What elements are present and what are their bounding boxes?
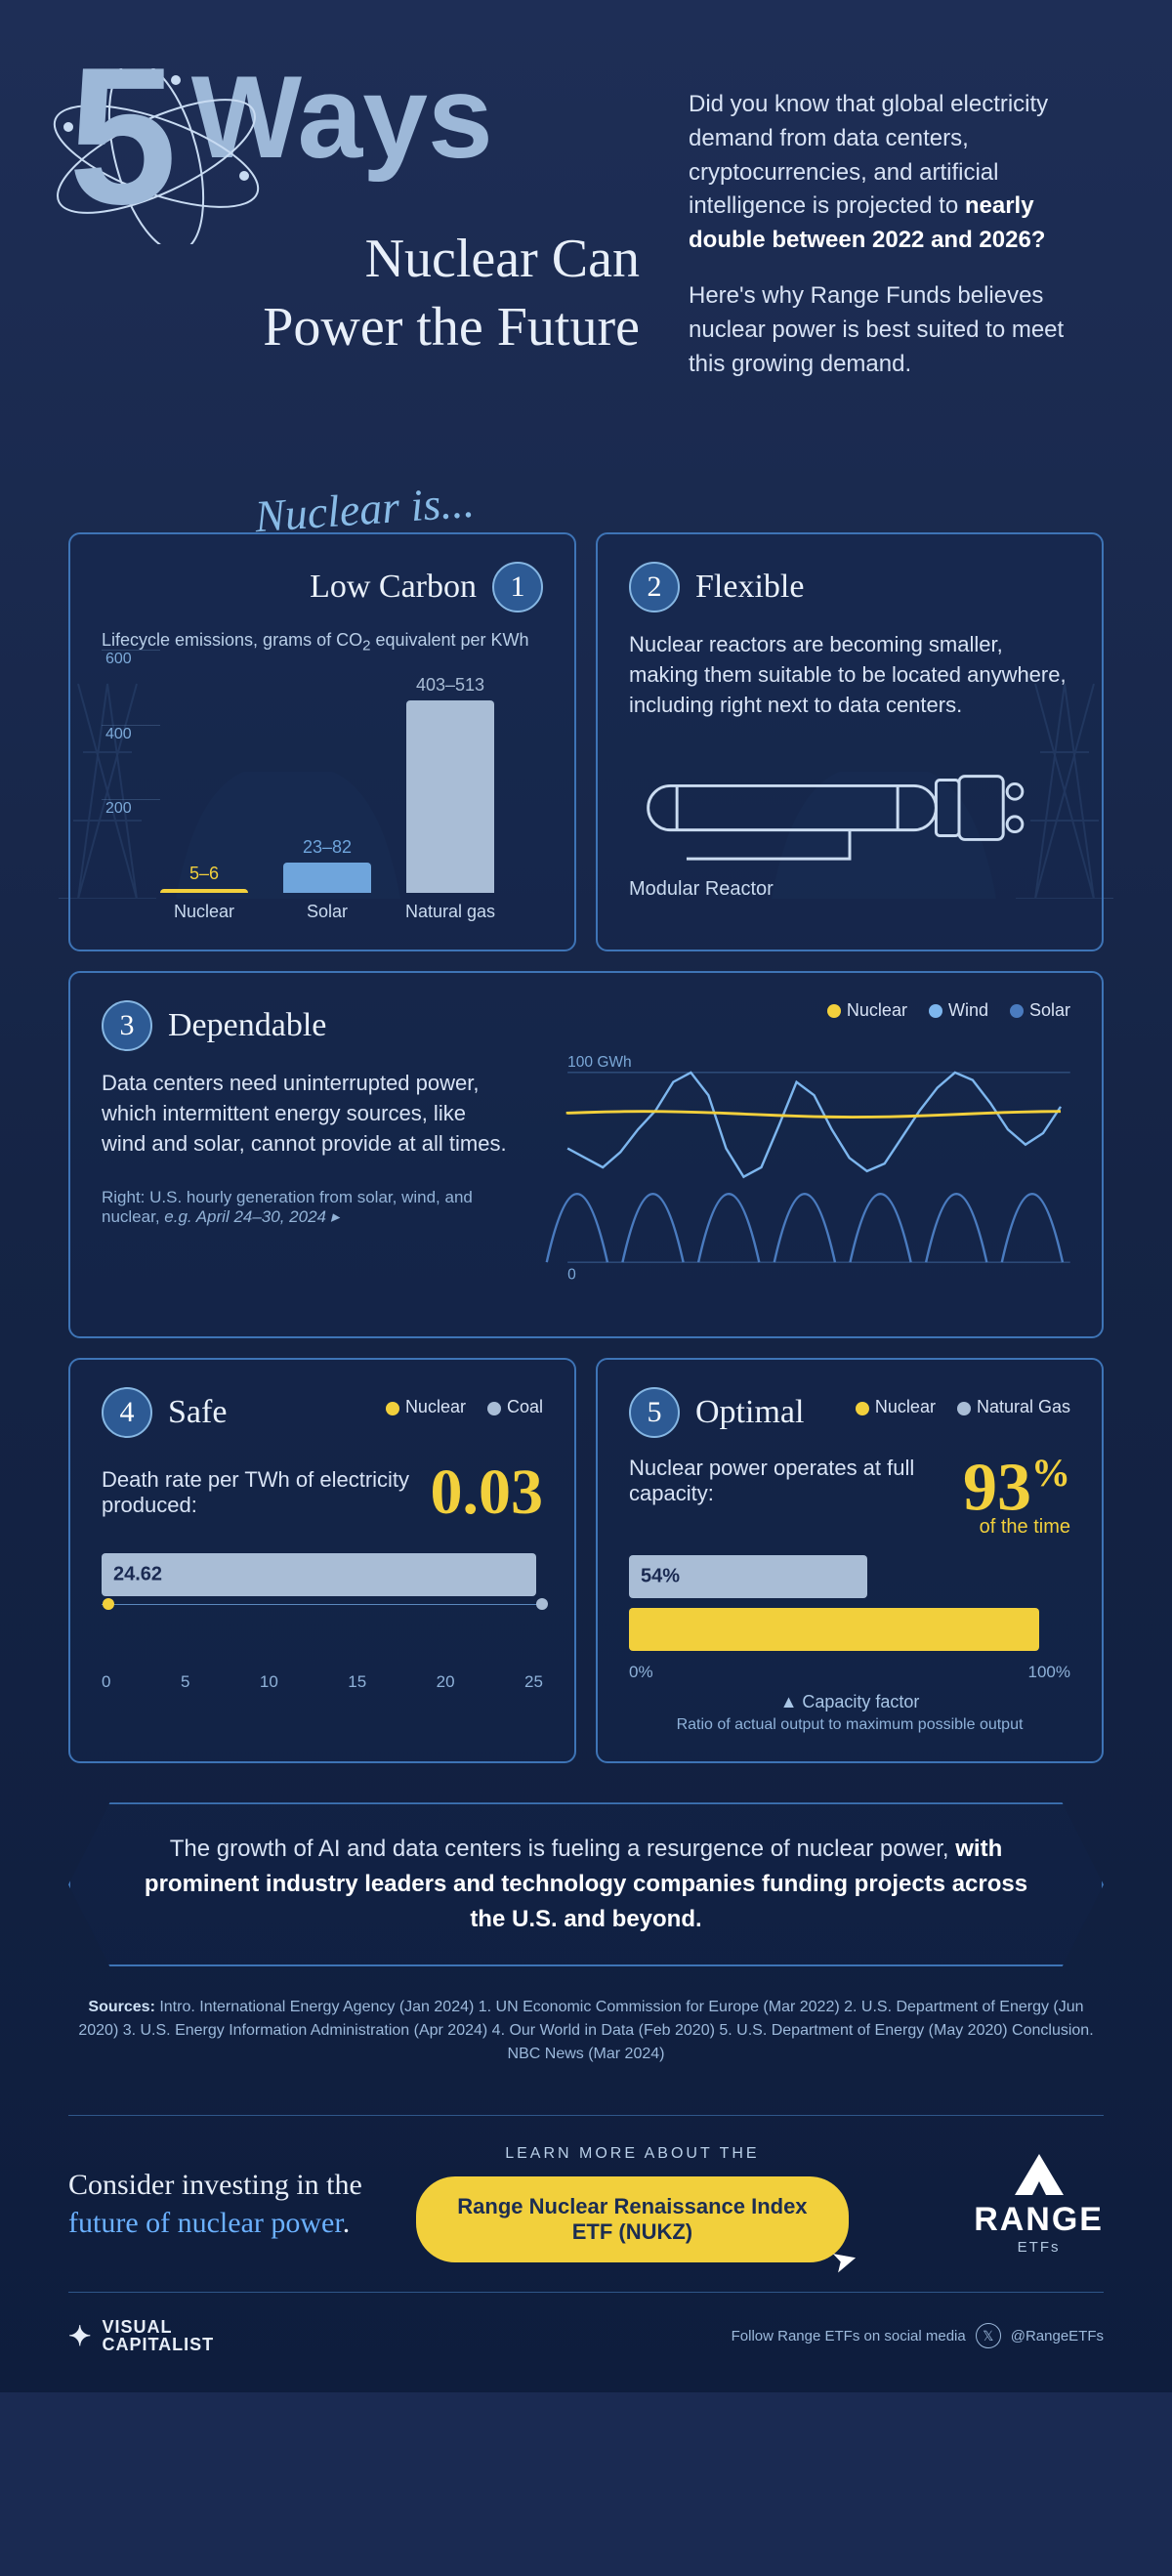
- capacity-bar-chart: 54%: [629, 1555, 1070, 1651]
- chart-subtitle: Lifecycle emissions, grams of CO2 equiva…: [102, 630, 543, 655]
- cta-row: Consider investing in the future of nucl…: [68, 2115, 1104, 2293]
- coal-bar: 24.62: [102, 1553, 536, 1596]
- num-badge: 3: [102, 1000, 152, 1051]
- panel-title: Low Carbon: [310, 569, 477, 606]
- panel-body: Data centers need uninterrupted power, w…: [102, 1069, 510, 1159]
- gas-bar: 54%: [629, 1555, 867, 1598]
- range-icon: [1005, 2152, 1073, 2201]
- bar-nuclear: 5–6Nuclear: [160, 889, 248, 893]
- chart-legend: NuclearWindSolar: [539, 1000, 1070, 1021]
- safety-bar-chart: 24.62: [102, 1553, 543, 1661]
- panel-title: Optimal: [695, 1394, 804, 1431]
- title-block: 5 Ways Nuclear Can Power the Future: [68, 59, 649, 402]
- panel-title: Safe: [168, 1394, 227, 1431]
- panel-title: Dependable: [168, 1007, 326, 1044]
- panel-title: Flexible: [695, 569, 804, 606]
- conclusion-banner: The growth of AI and data centers is fue…: [68, 1802, 1104, 1966]
- metric-value: 93% of the time: [963, 1456, 1070, 1536]
- coal-dot: [536, 1598, 548, 1610]
- nuclear-dot: [103, 1598, 114, 1610]
- reactor-label: Modular Reactor: [629, 878, 1070, 901]
- num-badge: 2: [629, 562, 680, 612]
- sources: Sources: Intro. International Energy Age…: [68, 1996, 1104, 2066]
- capacity-label: ▲ Capacity factor: [629, 1692, 1070, 1712]
- vc-icon: ✦: [68, 2320, 92, 2352]
- capacity-sub: Ratio of actual output to maximum possib…: [629, 1716, 1070, 1734]
- cta-button[interactable]: Range Nuclear Renaissance Index ETF (NUK…: [416, 2176, 849, 2262]
- footer-row: ✦ VISUALCAPITALIST Follow Range ETFs on …: [68, 2293, 1104, 2353]
- social: Follow Range ETFs on social media 𝕏 @Ran…: [732, 2323, 1104, 2348]
- panel-optimal: 5 Optimal NuclearNatural Gas Nuclear pow…: [596, 1358, 1104, 1763]
- svg-text:0: 0: [567, 1267, 576, 1284]
- chart-legend: NuclearCoal: [386, 1397, 543, 1417]
- x-axis: 0%100%: [629, 1663, 1070, 1682]
- num-badge: 5: [629, 1387, 680, 1438]
- num-badge: 1: [492, 562, 543, 612]
- panel-flexible: 2 Flexible Nuclear reactors are becoming…: [596, 532, 1104, 951]
- metric: Nuclear power operates at full capacity:…: [629, 1456, 1070, 1536]
- panels: Low Carbon 1 Lifecycle emissions, grams …: [68, 532, 1104, 1763]
- metric: Death rate per TWh of electricity produc…: [102, 1456, 543, 1530]
- header: 5 Ways Nuclear Can Power the Future Did …: [68, 59, 1104, 402]
- chart-legend: NuclearNatural Gas: [856, 1397, 1070, 1417]
- row-3: 4 Safe NuclearCoal Death rate per TWh of…: [68, 1358, 1104, 1763]
- emissions-bar-chart: 200400600 5–6Nuclear 23–82Solar 403–513Nat…: [102, 668, 543, 922]
- cta-eyebrow: LEARN MORE ABOUT THE: [416, 2145, 849, 2163]
- panel-low-carbon: Low Carbon 1 Lifecycle emissions, grams …: [68, 532, 576, 951]
- x-icon[interactable]: 𝕏: [976, 2323, 1001, 2348]
- num-badge: 4: [102, 1387, 152, 1438]
- nuclear-bar: [629, 1608, 1039, 1651]
- metric-value: 0.03: [431, 1456, 544, 1530]
- panel-body: Nuclear reactors are becoming smaller, m…: [629, 630, 1070, 720]
- title-ways: Ways: [191, 59, 493, 176]
- x-axis: 0510152025: [102, 1672, 543, 1692]
- lead-text: Nuclear is...: [253, 432, 1105, 543]
- row-1: Low Carbon 1 Lifecycle emissions, grams …: [68, 532, 1104, 951]
- chart-caption: Right: U.S. hourly generation from solar…: [102, 1188, 510, 1227]
- svg-text:100 GWh: 100 GWh: [567, 1054, 632, 1071]
- cursor-icon: ➤: [829, 2242, 859, 2279]
- bar-natural-gas: 403–513Natural gas: [406, 700, 494, 893]
- panel-safe: 4 Safe NuclearCoal Death rate per TWh of…: [68, 1358, 576, 1763]
- subtitle: Nuclear Can Power the Future: [68, 225, 649, 361]
- y-axis: 200400600: [102, 668, 160, 893]
- infographic-canvas: 5 Ways Nuclear Can Power the Future Did …: [0, 0, 1172, 2392]
- bar-solar: 23–82Solar: [283, 863, 371, 893]
- reactor-illustration: [629, 750, 1070, 867]
- cta-text: Consider investing in the future of nucl…: [68, 2166, 377, 2242]
- range-logo: RANGE ETFs: [974, 2152, 1104, 2256]
- title-number: 5: [68, 59, 177, 215]
- intro-text: Did you know that global electricity dem…: [689, 59, 1104, 402]
- panel-dependable: 3 Dependable Data centers need uninterru…: [68, 971, 1104, 1338]
- generation-line-chart: 100 GWh 0: [539, 1031, 1070, 1304]
- visual-capitalist-logo: ✦ VISUALCAPITALIST: [68, 2318, 214, 2353]
